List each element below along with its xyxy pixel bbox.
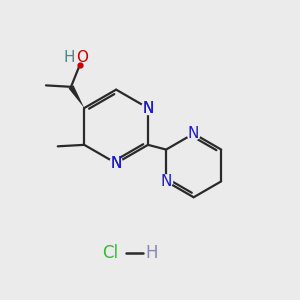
Text: N: N	[110, 156, 122, 171]
Text: N: N	[110, 156, 122, 171]
Circle shape	[187, 127, 200, 140]
Text: N: N	[142, 100, 154, 116]
Text: H: H	[63, 50, 74, 65]
Circle shape	[110, 157, 123, 170]
Text: N: N	[188, 126, 199, 141]
Text: H: H	[145, 244, 158, 262]
Text: N: N	[142, 100, 154, 116]
Text: Cl: Cl	[102, 244, 118, 262]
Circle shape	[142, 102, 154, 115]
Circle shape	[160, 175, 172, 188]
Text: N: N	[160, 174, 172, 189]
Polygon shape	[68, 85, 84, 108]
Text: O: O	[76, 50, 88, 65]
